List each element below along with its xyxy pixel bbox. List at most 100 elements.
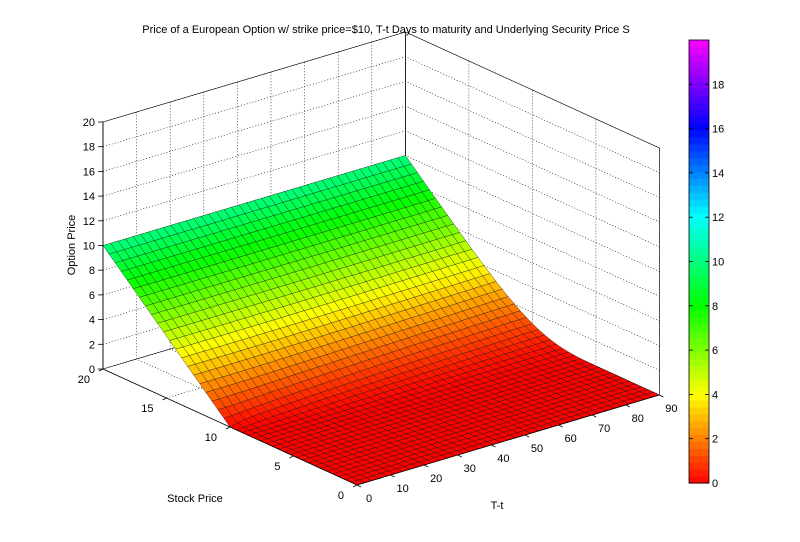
x-tick-mark [524, 434, 530, 438]
colorbar-segment [689, 455, 709, 463]
colorbar-segment [689, 303, 709, 311]
colorbar-tick-label: 18 [712, 79, 724, 91]
colorbar-tick-label: 2 [712, 434, 718, 446]
colorbar-segment [689, 282, 709, 290]
colorbar-segment [689, 240, 709, 249]
colorbar-tick-label: 6 [712, 345, 718, 357]
x-tick-label: 60 [564, 433, 576, 445]
y-tick-mark [162, 397, 167, 401]
colorbar-segment [689, 434, 709, 443]
axis-ticks: 0102030405060708090051015200246810121416… [78, 117, 678, 505]
colorbar-segment [689, 219, 709, 228]
x-tick-mark [457, 454, 462, 458]
colorbar-segment [689, 233, 709, 242]
x-tick-label: 40 [497, 453, 509, 465]
colorbar-segment [689, 226, 709, 235]
colorbar-segment [689, 74, 709, 83]
y-tick-label: 10 [205, 432, 217, 444]
colorbar-segment [689, 88, 709, 96]
colorbar-segment [689, 261, 709, 270]
colorbar-tick-label: 14 [712, 168, 724, 180]
colorbar-segment [689, 365, 709, 373]
x-tick-label: 50 [531, 443, 543, 455]
colorbar-segment [689, 420, 709, 429]
z-tick-label: 14 [83, 191, 95, 203]
colorbar: 0 2 4 6 8 10 12 14 16 18 [688, 39, 724, 490]
colorbar-segment [689, 330, 709, 339]
colorbar-segment [689, 316, 709, 325]
colorbar-segment [689, 462, 709, 470]
colorbar-segment [689, 157, 709, 166]
x-tick-mark [625, 404, 630, 408]
colorbar-segment [689, 116, 709, 124]
colorbar-segment [689, 441, 709, 449]
colorbar-segment [689, 247, 709, 256]
grid-line-z [102, 130, 660, 248]
x-tick-mark [659, 394, 664, 398]
y-tick-mark [352, 484, 358, 488]
colorbar-segment [689, 379, 709, 387]
colorbar-segment [689, 337, 709, 346]
colorbar-segment [689, 171, 709, 180]
x-tick-label: 90 [665, 403, 677, 415]
colorbar-segment [689, 123, 709, 131]
z-tick-label: 2 [89, 339, 95, 351]
colorbar-segment [689, 60, 709, 69]
x-tick-label: 30 [464, 463, 476, 475]
x-tick-label: 70 [598, 423, 610, 435]
x-tick-mark [592, 414, 597, 418]
grid-line-z [102, 56, 660, 173]
grid-line-z [102, 105, 660, 223]
colorbar-tick-label: 0 [712, 478, 718, 490]
colorbar-tick-label: 8 [712, 301, 718, 313]
colorbar-segment [689, 185, 709, 193]
z-tick-label: 10 [83, 241, 95, 253]
colorbar-segment [689, 386, 709, 394]
z-tick-label: 20 [83, 117, 95, 129]
colorbar-segment [689, 213, 709, 221]
colorbar-segment [689, 199, 709, 207]
colorbar-segment [689, 109, 709, 117]
x-axis-line [356, 394, 660, 486]
colorbar-segment [689, 254, 709, 263]
x-tick-label: 80 [632, 413, 644, 425]
y-tick-label: 20 [78, 374, 90, 386]
colorbar-tick-label: 16 [712, 124, 724, 136]
chart-title: Price of a European Option w/ strike pri… [142, 24, 629, 36]
colorbar-segment [689, 289, 709, 297]
x-tick-label: 10 [396, 483, 408, 495]
x-tick-mark [558, 424, 563, 428]
colorbar-segment [689, 102, 709, 110]
z-tick-label: 0 [89, 364, 95, 376]
x-tick-label: 0 [366, 493, 372, 505]
colorbar-segment [689, 206, 709, 214]
x-tick-mark [424, 464, 429, 468]
colorbar-segment [689, 372, 709, 380]
colorbar-segment [689, 275, 709, 283]
z-tick-label: 12 [83, 216, 95, 228]
colorbar-segment [689, 351, 709, 359]
colorbar-tick-label: 12 [712, 212, 724, 224]
colorbar-tick-label: 4 [712, 389, 718, 401]
colorbar-segment [689, 448, 709, 456]
x-tick-mark [390, 474, 395, 478]
y-tick-label: 15 [141, 403, 153, 415]
colorbar-segment [689, 309, 709, 318]
colorbar-segment [689, 399, 709, 408]
colorbar-segment [689, 358, 709, 366]
colorbar-segment [689, 53, 709, 62]
colorbar-segment [689, 406, 709, 415]
y-tick-mark [289, 455, 294, 459]
colorbar-segment [689, 427, 709, 436]
colorbar-segment [689, 129, 709, 138]
colorbar-segment [689, 393, 709, 401]
colorbar-tick-label: 10 [712, 257, 724, 269]
colorbar-segment [689, 40, 709, 48]
colorbar-segment [689, 192, 709, 200]
colorbar-segment [689, 81, 709, 90]
colorbar-segment [689, 476, 709, 484]
colorbar-segment [689, 136, 709, 145]
colorbar-segment [689, 95, 709, 103]
x-tick-label: 20 [430, 473, 442, 485]
